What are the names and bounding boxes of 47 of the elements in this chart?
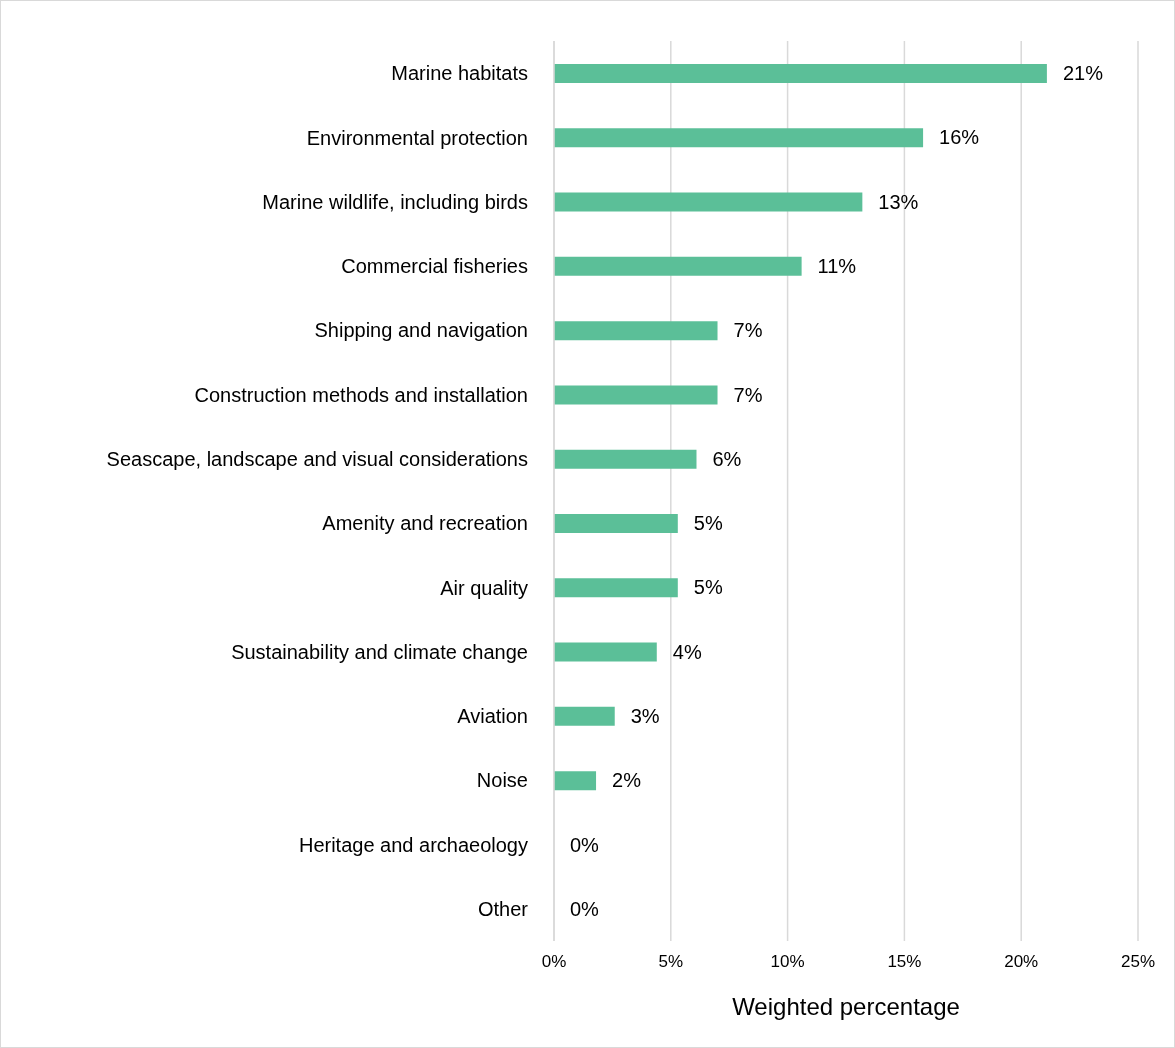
y-tick-label: Noise <box>476 769 528 792</box>
data-label: 11% <box>817 255 857 277</box>
bar <box>554 64 1047 83</box>
y-tick-label: Air quality <box>440 576 528 599</box>
data-label: 21% <box>1062 62 1104 85</box>
data-label: 0% <box>570 833 600 856</box>
y-tick-label: Heritage and archaeology <box>298 833 528 856</box>
bar <box>554 128 924 148</box>
y-tick-label: Other <box>477 897 529 920</box>
x-tick-label: 0% <box>541 952 567 972</box>
y-tick-label: Seascape, landscape and visual considerations <box>106 447 528 470</box>
bar <box>554 449 697 469</box>
x-axis-title: Weighted percentage <box>732 993 960 1020</box>
data-label: 6% <box>712 447 742 470</box>
bar <box>554 578 678 598</box>
x-tick-label: 25% <box>1120 952 1156 972</box>
data-label: 13% <box>878 190 919 213</box>
bar <box>554 514 678 533</box>
bar <box>554 192 863 212</box>
data-label: 5% <box>693 576 723 599</box>
y-tick-label: Amenity and recreation <box>322 512 528 535</box>
x-tick-label: 20% <box>1004 952 1039 972</box>
y-tick-label: Commercial fisheries <box>341 255 528 278</box>
data-label: 7% <box>733 383 763 406</box>
y-tick-label: Shipping and navigation <box>314 319 528 342</box>
data-label: 16% <box>939 126 980 149</box>
y-tick-label: Sustainability and climate change <box>231 640 528 663</box>
bar <box>554 321 718 341</box>
y-tick-label: Construction methods and installation <box>194 383 528 406</box>
data-label: 7% <box>733 319 763 342</box>
y-tick-label: Marine wildlife, including birds <box>262 190 528 213</box>
y-tick-label: Aviation <box>457 705 528 728</box>
data-label: 3% <box>630 705 660 727</box>
data-label: 5% <box>693 512 723 535</box>
y-tick-label: Marine habitats <box>391 62 528 85</box>
x-tick-label: 10% <box>770 952 805 972</box>
bar <box>554 385 718 405</box>
bar <box>554 256 802 276</box>
bar <box>554 771 597 791</box>
x-tick-label: 5% <box>658 952 684 972</box>
bar <box>554 642 657 662</box>
y-tick-label: Environmental protection <box>306 126 528 149</box>
bar <box>554 706 615 726</box>
data-label: 4% <box>672 640 702 663</box>
data-label: 2% <box>612 769 642 792</box>
x-tick-label: 15% <box>887 952 922 972</box>
data-label: 0% <box>570 897 600 920</box>
